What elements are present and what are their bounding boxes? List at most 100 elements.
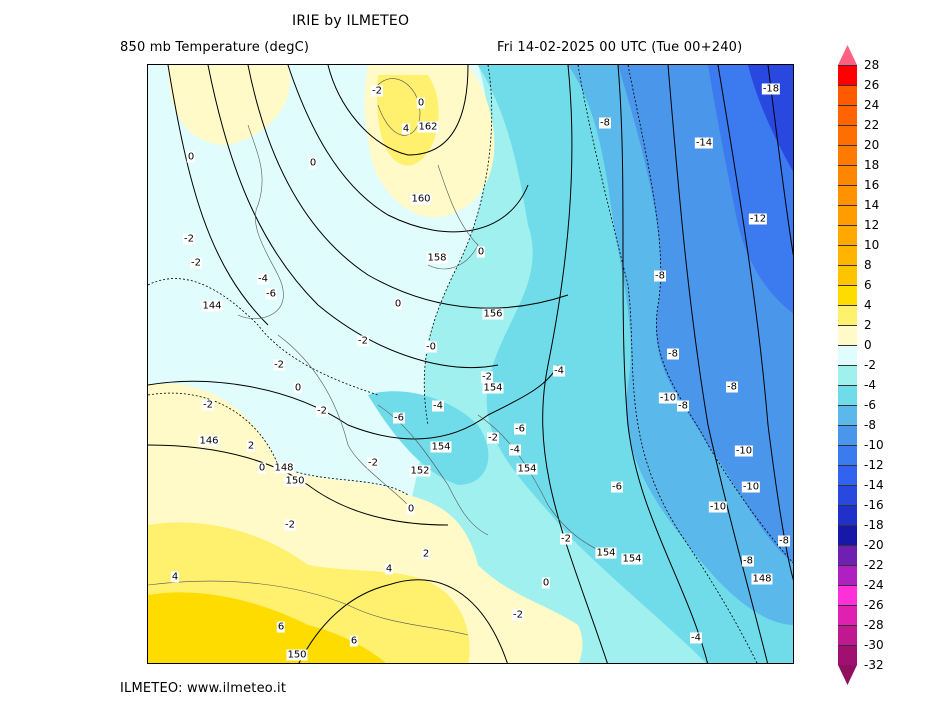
legend-tick: 18 (864, 158, 880, 172)
contour-label: -8 (667, 348, 679, 360)
legend-bin (838, 425, 857, 445)
legend-tick: -2 (864, 358, 876, 372)
legend-bin (838, 485, 857, 505)
legend-tick: -20 (864, 538, 884, 552)
contour-label: -2 (273, 359, 285, 371)
contour-label: 0 (293, 382, 303, 394)
contour-label: -2 (183, 233, 195, 245)
contour-label: 150 (284, 475, 306, 487)
contour-label: 0 (476, 246, 486, 258)
legend-bin (838, 325, 857, 345)
contour-label: -2 (316, 405, 328, 417)
legend-tick: -12 (864, 458, 884, 472)
legend-tick: -30 (864, 638, 884, 652)
legend-bin (838, 545, 857, 565)
legend-tick: 22 (864, 118, 880, 132)
contour-label: -2 (560, 533, 572, 545)
legend-bin (838, 365, 857, 385)
contour-label: 148 (273, 462, 295, 474)
legend-bin (838, 565, 857, 585)
legend-bin (838, 465, 857, 485)
contour-label: -8 (677, 400, 689, 412)
contour-label: -6 (611, 481, 623, 493)
variable-label: 850 mb Temperature (degC) (120, 40, 310, 55)
contour-label: 144 (201, 300, 223, 312)
legend-tick: 6 (864, 278, 872, 292)
legend-bin (838, 225, 857, 245)
legend-tick: -18 (864, 518, 884, 532)
legend-bin (838, 385, 857, 405)
legend-tick: -14 (864, 478, 884, 492)
contour-label: -4 (509, 444, 521, 456)
contour-label: 156 (482, 308, 504, 320)
contour-label: 148 (751, 573, 773, 585)
legend-tick: 4 (864, 298, 872, 312)
legend-tick: 24 (864, 98, 880, 112)
contour-label: -6 (265, 288, 277, 300)
legend-bin (838, 285, 857, 305)
contour-label: -10 (734, 445, 754, 457)
contour-label: 154 (595, 547, 617, 559)
contour-label: -4 (690, 632, 702, 644)
legend-tick: -16 (864, 498, 884, 512)
legend-bin (838, 625, 857, 645)
legend-tick: -26 (864, 598, 884, 612)
legend-bin (838, 405, 857, 425)
contour-label: -4 (553, 365, 565, 377)
contour-label: -8 (742, 555, 754, 567)
color-legend: 28 26 24 22 20 18 16 14 12 10 8 6 4 2 0 -2 -4 -6 -8 -10 -12-… (838, 45, 918, 685)
forecast-datetime: Fri 14-02-2025 00 UTC (Tue 00+240) (497, 40, 743, 55)
legend-tick: 10 (864, 238, 880, 252)
contour-label: -8 (599, 117, 611, 129)
contour-label: -4 (432, 400, 444, 412)
field-north-sea-warm (168, 65, 290, 145)
contour-label: -2 (357, 335, 369, 347)
legend-bin (838, 345, 857, 365)
legend-tick: -10 (864, 438, 884, 452)
geopotential-contours (148, 65, 793, 663)
legend-bin (838, 205, 857, 225)
contour-label: -8 (726, 381, 738, 393)
legend-tick: 20 (864, 138, 880, 152)
field-blue4-ne (748, 65, 793, 172)
legend-bin (838, 65, 857, 85)
contour-label: -8 (778, 535, 790, 547)
legend-tick: -28 (864, 618, 884, 632)
legend-bin (838, 245, 857, 265)
legend-bin (838, 525, 857, 545)
legend-arrows (838, 45, 857, 685)
legend-tick: -22 (864, 558, 884, 572)
legend-bin (838, 585, 857, 605)
contour-label: 160 (410, 193, 432, 205)
legend-tick: -4 (864, 378, 876, 392)
temperature-map: -2 0 4 162 0 0 160 -2 -2 -4 -6 0 158 144 0 156 -2 -0 -2 0 -2… (147, 64, 794, 664)
contour-label: 4 (401, 123, 411, 135)
contour-label: 154 (482, 382, 504, 394)
contour-label: 2 (246, 440, 256, 452)
legend-tick: 12 (864, 218, 880, 232)
contour-label: 0 (406, 503, 416, 515)
legend-bin (838, 445, 857, 465)
contour-label: -2 (371, 85, 383, 97)
legend-tick: 14 (864, 198, 880, 212)
map-fields (148, 65, 793, 663)
contour-label: -2 (367, 457, 379, 469)
legend-bin (838, 105, 857, 125)
legend-bin (838, 85, 857, 105)
contour-label: 0 (416, 97, 426, 109)
contour-label: 0 (393, 298, 403, 310)
contour-label: -10 (741, 481, 761, 493)
contour-label: -12 (748, 213, 768, 225)
legend-bin (838, 505, 857, 525)
contour-label: -6 (514, 423, 526, 435)
contour-label: 4 (384, 563, 394, 575)
legend-tick: 2 (864, 318, 872, 332)
contour-label: 4 (170, 571, 180, 583)
contour-label: 150 (286, 649, 308, 661)
contour-label: -6 (393, 412, 405, 424)
contour-label: -2 (481, 371, 493, 383)
contour-label: 146 (198, 435, 220, 447)
legend-tick: 26 (864, 78, 880, 92)
contour-label: 0 (257, 462, 267, 474)
contour-label: -0 (425, 341, 437, 353)
